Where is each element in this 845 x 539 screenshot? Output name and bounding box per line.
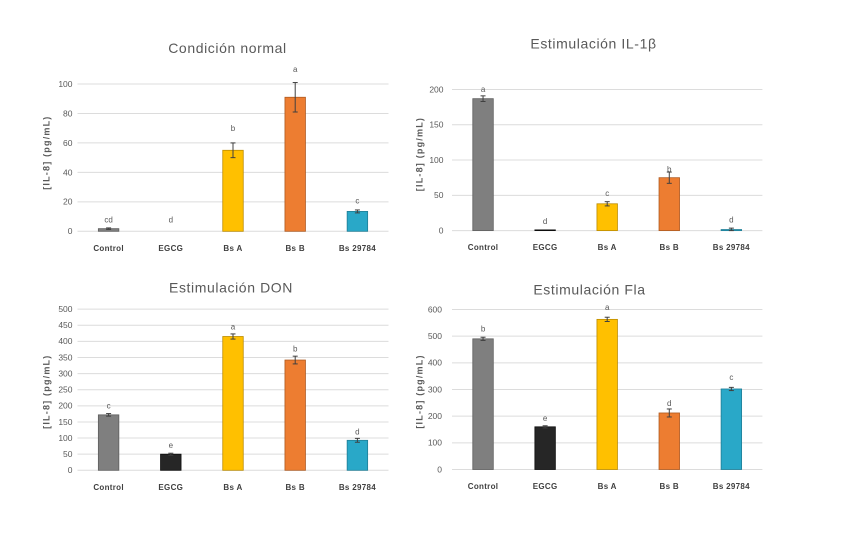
svg-text:60: 60 bbox=[63, 138, 73, 148]
svg-text:Bs 29784: Bs 29784 bbox=[339, 244, 376, 253]
svg-text:600: 600 bbox=[428, 304, 442, 314]
svg-text:[IL-8] (pg/mL): [IL-8] (pg/mL) bbox=[415, 117, 425, 191]
svg-text:50: 50 bbox=[63, 449, 73, 459]
svg-text:EGCG: EGCG bbox=[533, 243, 558, 252]
svg-text:40: 40 bbox=[63, 167, 73, 177]
svg-text:d: d bbox=[169, 216, 173, 225]
svg-text:EGCG: EGCG bbox=[533, 482, 558, 491]
svg-text:a: a bbox=[293, 65, 298, 74]
svg-text:Control: Control bbox=[93, 244, 124, 253]
svg-text:d: d bbox=[729, 215, 733, 224]
svg-text:Control: Control bbox=[468, 482, 499, 491]
svg-text:100: 100 bbox=[428, 438, 442, 448]
svg-text:Control: Control bbox=[93, 483, 124, 492]
svg-text:Bs 29784: Bs 29784 bbox=[713, 482, 750, 491]
svg-text:c: c bbox=[107, 402, 111, 411]
svg-text:400: 400 bbox=[428, 358, 442, 368]
svg-text:Estimulación Fla: Estimulación Fla bbox=[533, 281, 645, 297]
svg-text:Condición normal: Condición normal bbox=[168, 40, 287, 56]
svg-text:c: c bbox=[729, 373, 733, 382]
svg-text:500: 500 bbox=[58, 304, 72, 314]
svg-text:e: e bbox=[169, 441, 174, 450]
svg-text:Bs B: Bs B bbox=[660, 243, 679, 252]
svg-text:Bs A: Bs A bbox=[598, 482, 617, 491]
svg-text:100: 100 bbox=[58, 433, 72, 443]
svg-text:EGCG: EGCG bbox=[158, 244, 183, 253]
svg-text:450: 450 bbox=[58, 320, 72, 330]
svg-text:0: 0 bbox=[68, 226, 73, 236]
svg-text:Control: Control bbox=[468, 243, 499, 252]
svg-text:Bs 29784: Bs 29784 bbox=[339, 483, 376, 492]
svg-text:b: b bbox=[667, 165, 672, 174]
svg-text:EGCG: EGCG bbox=[158, 483, 183, 492]
svg-text:Bs B: Bs B bbox=[285, 244, 304, 253]
svg-text:250: 250 bbox=[58, 385, 72, 395]
svg-text:80: 80 bbox=[63, 108, 73, 118]
svg-text:cd: cd bbox=[104, 216, 112, 225]
svg-text:50: 50 bbox=[434, 190, 444, 200]
svg-text:d: d bbox=[543, 217, 547, 226]
svg-text:Estimulación DON: Estimulación DON bbox=[169, 280, 293, 296]
svg-text:[IL-8] (pg/mL): [IL-8] (pg/mL) bbox=[42, 116, 52, 190]
svg-text:b: b bbox=[481, 324, 486, 333]
svg-text:300: 300 bbox=[428, 384, 442, 394]
svg-text:150: 150 bbox=[429, 120, 443, 130]
svg-text:[IL-8] (pg/mL): [IL-8] (pg/mL) bbox=[415, 354, 425, 428]
svg-text:Bs A: Bs A bbox=[598, 243, 617, 252]
svg-text:d: d bbox=[355, 427, 359, 436]
svg-text:100: 100 bbox=[58, 79, 72, 89]
svg-text:0: 0 bbox=[437, 464, 442, 474]
svg-text:b: b bbox=[293, 344, 298, 353]
svg-text:d: d bbox=[667, 399, 671, 408]
svg-text:100: 100 bbox=[429, 155, 443, 165]
svg-text:Bs A: Bs A bbox=[223, 483, 242, 492]
svg-text:a: a bbox=[605, 303, 610, 312]
svg-text:150: 150 bbox=[58, 417, 72, 427]
svg-text:e: e bbox=[543, 414, 548, 423]
svg-text:0: 0 bbox=[68, 465, 73, 475]
svg-text:Bs 29784: Bs 29784 bbox=[713, 243, 750, 252]
svg-text:a: a bbox=[231, 323, 236, 332]
svg-text:Estimulación IL-1β: Estimulación IL-1β bbox=[530, 36, 656, 52]
svg-text:a: a bbox=[481, 85, 486, 94]
svg-text:c: c bbox=[355, 197, 359, 206]
svg-text:c: c bbox=[605, 189, 609, 198]
svg-text:Bs B: Bs B bbox=[285, 483, 304, 492]
svg-text:500: 500 bbox=[428, 331, 442, 341]
svg-text:350: 350 bbox=[58, 352, 72, 362]
svg-text:200: 200 bbox=[429, 84, 443, 94]
svg-text:Bs A: Bs A bbox=[223, 244, 242, 253]
svg-text:200: 200 bbox=[58, 401, 72, 411]
svg-text:200: 200 bbox=[428, 411, 442, 421]
svg-text:Bs B: Bs B bbox=[660, 482, 679, 491]
svg-text:0: 0 bbox=[439, 226, 444, 236]
svg-text:[IL-8] (pg/mL): [IL-8] (pg/mL) bbox=[42, 355, 52, 429]
svg-text:400: 400 bbox=[58, 336, 72, 346]
svg-text:300: 300 bbox=[58, 368, 72, 378]
svg-text:20: 20 bbox=[63, 197, 73, 207]
svg-text:b: b bbox=[231, 124, 236, 133]
